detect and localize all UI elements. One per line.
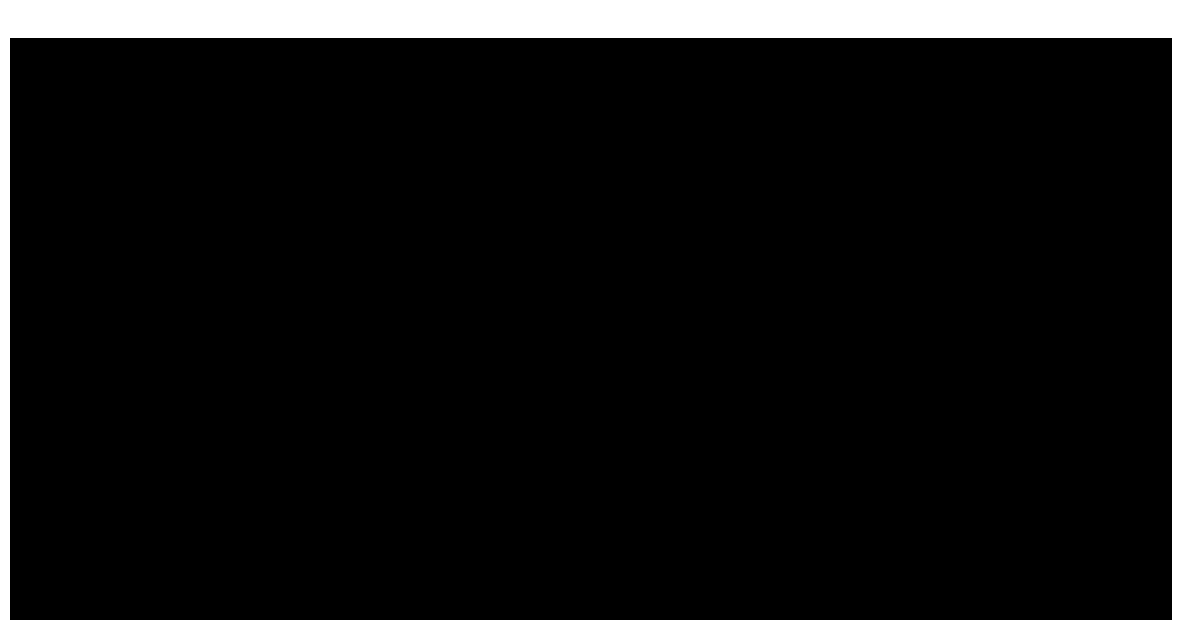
wordcloud-canvas bbox=[10, 38, 1172, 620]
wordcloud-svg bbox=[10, 38, 1172, 620]
